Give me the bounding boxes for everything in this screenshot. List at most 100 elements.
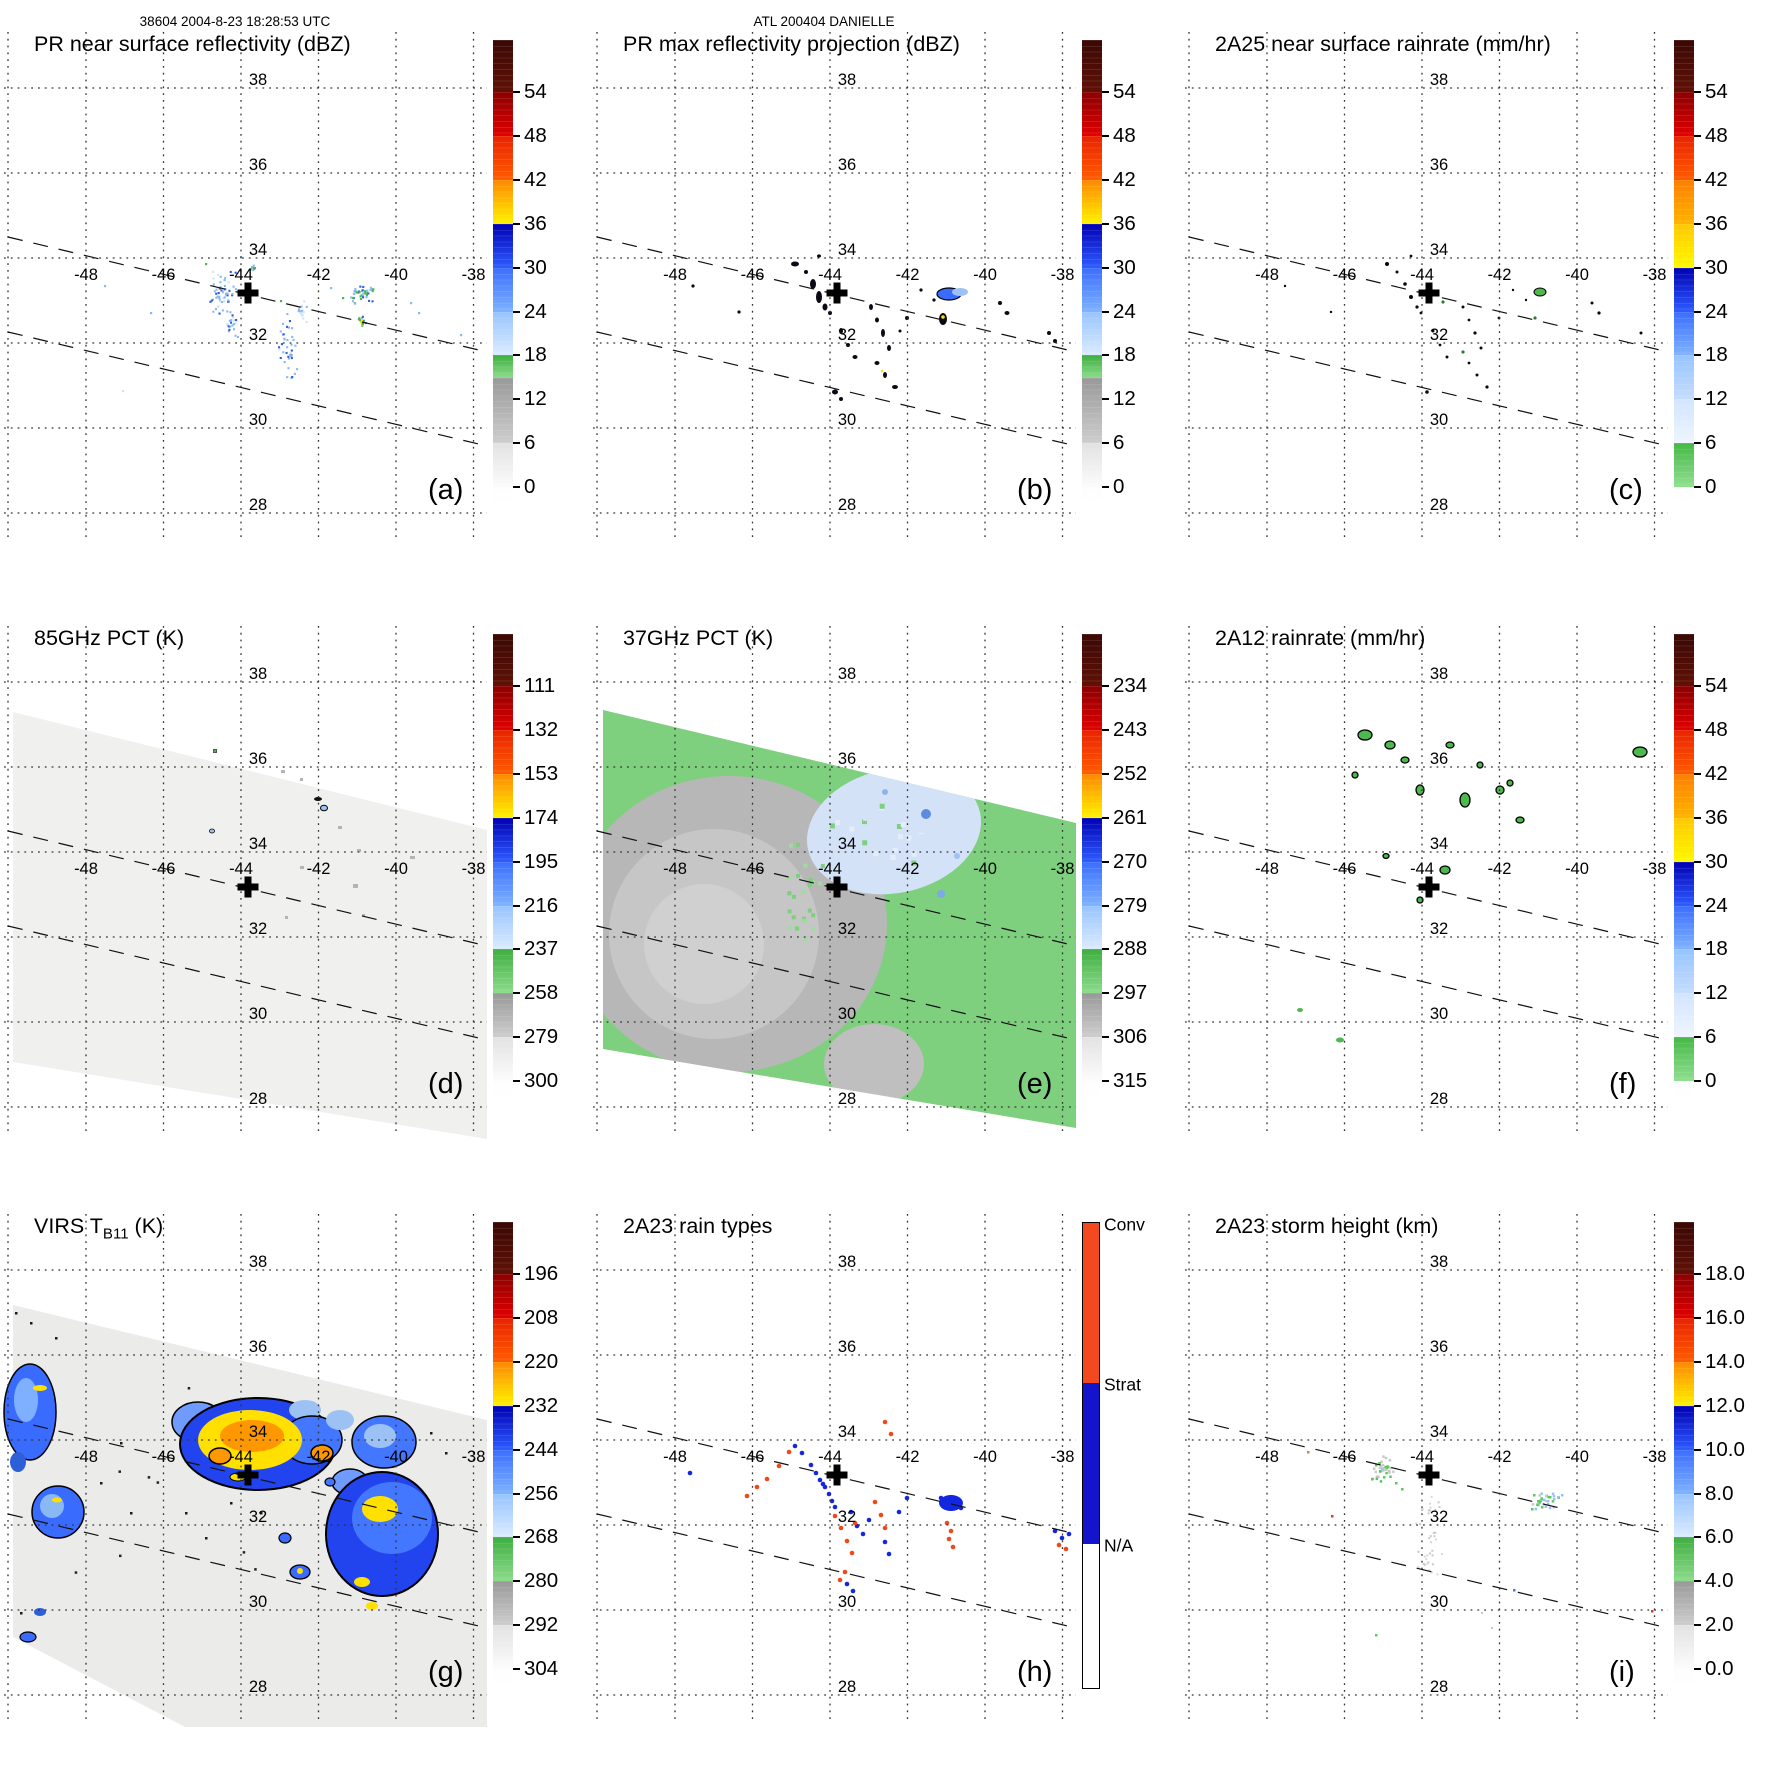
data-blob <box>939 313 947 325</box>
colorbar-tick-label: 256 <box>524 1481 559 1505</box>
colorbar-tickmark <box>1694 266 1701 269</box>
panel-title: 2A23 rain types <box>623 1214 773 1238</box>
colorbar-segment <box>493 1581 513 1626</box>
panel-letter: (e) <box>1017 1068 1053 1100</box>
data-pixel <box>252 264 255 267</box>
data-blob <box>874 361 880 365</box>
data-pixel <box>1553 1498 1556 1501</box>
colorbar-segment <box>1674 1669 1694 1688</box>
latitude-label: 36 <box>1430 750 1448 768</box>
data-pixel <box>1551 1492 1555 1496</box>
data-pixel <box>217 273 220 276</box>
data-pixel <box>357 291 360 294</box>
data-blob <box>324 1477 336 1487</box>
colorbar-segment <box>1083 1383 1099 1544</box>
data-pixel <box>300 305 303 308</box>
data-pixel <box>1389 1475 1392 1478</box>
data-blob <box>808 1462 814 1468</box>
data-pixel <box>338 826 342 829</box>
data-pixel <box>210 299 213 302</box>
data-pixel <box>291 335 294 338</box>
data-blob <box>1066 1531 1072 1537</box>
data-pixel <box>286 325 289 328</box>
colorbar-tickmark <box>1102 91 1109 94</box>
colorbar-tickmark <box>1694 1316 1701 1319</box>
colorbar-segment <box>493 1222 513 1275</box>
colorbar-tickmark <box>513 1316 520 1319</box>
latitude-label: 30 <box>249 1593 267 1611</box>
data-pixel <box>802 916 807 921</box>
data-pixel <box>1429 1506 1432 1509</box>
panel-title: VIRS TB11 (K) <box>34 1214 164 1243</box>
data-pixel <box>221 301 224 304</box>
longitude-label: -40 <box>973 860 997 878</box>
latitude-label: 36 <box>249 156 267 174</box>
data-pixel <box>1533 1494 1536 1497</box>
data-blob <box>34 1608 46 1616</box>
data-pixel <box>1544 1505 1547 1508</box>
colorbar-tick-label: 10.0 <box>1705 1437 1745 1461</box>
data-blob <box>820 1481 826 1487</box>
longitude-label: -38 <box>1051 860 1075 878</box>
data-pixel <box>802 918 807 923</box>
panel-title: 2A23 storm height (km) <box>1215 1214 1439 1238</box>
data-pixel <box>227 281 230 284</box>
data-blob <box>1403 282 1407 286</box>
data-pixel <box>1425 1558 1428 1561</box>
data-pixel <box>1395 1482 1398 1485</box>
latitude-label: 36 <box>838 156 856 174</box>
colorbar-tick-label: 0 <box>1705 475 1717 499</box>
data-pixel <box>287 326 290 329</box>
colorbar-segment <box>1082 92 1102 136</box>
colorbar-segment <box>1082 817 1102 862</box>
colorbar-segment <box>1674 355 1694 400</box>
data-blob <box>792 1443 798 1449</box>
colorbar-segment <box>1674 634 1694 687</box>
data-pixel <box>231 294 234 297</box>
longitude-label: -44 <box>229 266 253 284</box>
data-blob <box>881 329 885 337</box>
latitude-label: 36 <box>838 1338 856 1356</box>
data-pixel <box>281 770 285 773</box>
data-blob <box>320 804 328 812</box>
swath-edge-line <box>1188 925 1669 1041</box>
data-pixel <box>216 295 219 298</box>
longitude-label: -42 <box>307 266 331 284</box>
data-pixel <box>354 290 357 293</box>
swath-edge-line <box>1188 331 1669 447</box>
longitude-label: -42 <box>1488 860 1512 878</box>
data-pixel <box>218 298 221 301</box>
data-blob <box>776 1463 782 1469</box>
data-blob <box>810 279 816 289</box>
data-pixel <box>1538 1494 1541 1497</box>
data-blob <box>898 329 902 333</box>
storm-center-marker <box>1418 876 1440 898</box>
colorbar-tickmark <box>513 685 520 688</box>
data-pixel <box>862 840 868 846</box>
colorbar-segment <box>493 1361 513 1406</box>
data-pixel <box>1437 1517 1440 1520</box>
colorbar-tickmark <box>1102 728 1109 731</box>
colorbar-tick-label: 288 <box>1113 937 1148 961</box>
colorbar-tick-label: 36 <box>1705 805 1728 829</box>
data-pixel <box>226 294 229 297</box>
colorbar-segment <box>1674 135 1694 180</box>
colorbar-tick-label: 14.0 <box>1705 1349 1745 1373</box>
colorbar-tickmark <box>1694 948 1701 951</box>
data-pixel <box>410 302 413 305</box>
data-blob <box>937 890 945 898</box>
swath-edge-line <box>7 925 488 1041</box>
data-pixel <box>1385 1471 1388 1475</box>
longitude-label: -40 <box>973 1448 997 1466</box>
data-pixel <box>118 1470 121 1473</box>
colorbar-tick-label: 6 <box>524 431 536 455</box>
data-pixel <box>1307 1451 1310 1454</box>
data-pixel <box>1441 1553 1444 1555</box>
colorbar-tick-label: 315 <box>1113 1069 1148 1093</box>
colorbar-segment <box>1082 179 1102 224</box>
colorbar-tick-label: 132 <box>524 717 559 741</box>
data-pixel <box>1429 1502 1431 1505</box>
data-blob <box>832 389 838 395</box>
data-blob <box>817 254 821 258</box>
data-pixel <box>330 287 333 290</box>
